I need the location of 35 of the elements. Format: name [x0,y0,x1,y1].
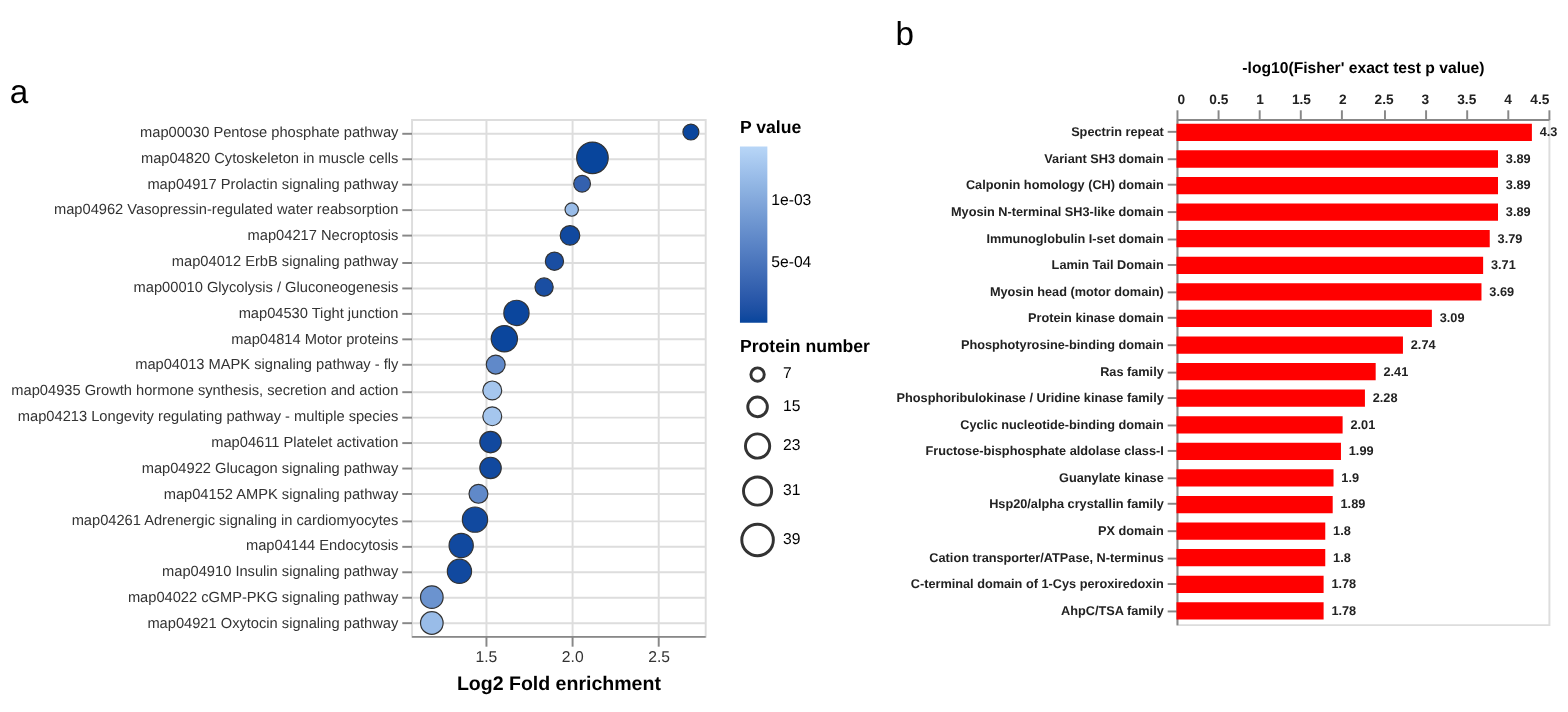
legend-label: 23 [783,435,802,454]
bar [1176,256,1484,274]
bar [1176,522,1326,540]
color-bar-title: P value [739,116,802,137]
bar [1176,442,1341,461]
legend-label: 15 [783,396,802,415]
x-tick-label: 1.5 [475,648,499,667]
bar [1176,575,1324,593]
text: b [895,14,915,53]
bar [1176,176,1499,195]
x-tick-label: 2.0 [561,648,585,667]
bar [1176,416,1343,434]
x-tick-label: 2.5 [648,648,672,667]
bar [1176,336,1403,354]
bar [1176,549,1326,567]
text: a [9,73,30,112]
legend-label: 39 [783,529,801,548]
legend-label: 7 [783,364,792,383]
bar [1176,602,1324,620]
bar [1176,495,1333,514]
bar [1176,309,1432,328]
bar [1176,469,1334,487]
bar [1176,389,1365,407]
bar [1176,123,1532,142]
x-axis-title: -log10(Fisher' exact test p value) [1242,59,1486,78]
bar [1176,363,1376,381]
bar [1176,230,1490,248]
bar [1176,203,1499,221]
legend-label: 31 [783,480,801,499]
color-bar-label: 1e-03 [771,191,813,210]
legend-title: Protein number [739,336,872,357]
color-bar-label: 5e-04 [771,252,813,271]
x-axis-title: Log2 Fold enrichment [456,673,663,696]
bar [1176,283,1482,301]
bar [1176,150,1499,168]
